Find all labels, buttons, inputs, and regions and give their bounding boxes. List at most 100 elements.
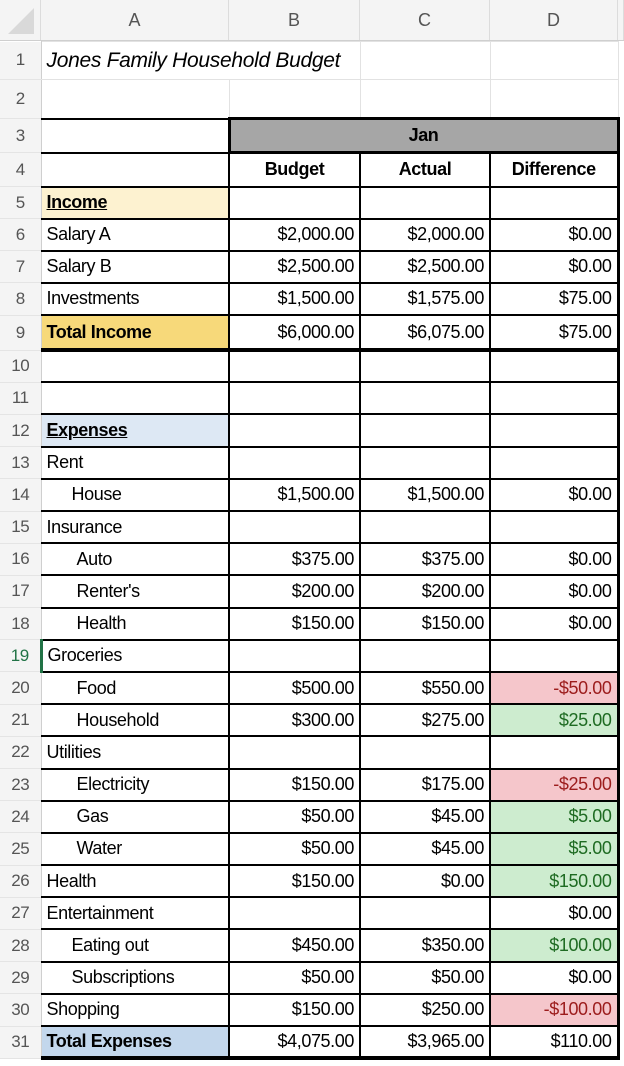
cell-e[interactable]	[616, 800, 624, 833]
budget-value[interactable]: $500.00	[228, 670, 361, 706]
row-header[interactable]: 11	[0, 382, 42, 415]
actual-value[interactable]: $45.00	[359, 831, 491, 867]
category-label[interactable]: Health	[41, 864, 230, 899]
row-header[interactable]: 5	[0, 186, 42, 219]
difference-value[interactable]	[489, 381, 619, 416]
budget-value[interactable]: $150.00	[228, 992, 361, 1028]
row-header[interactable]: 26	[0, 865, 42, 898]
budget-value[interactable]: $50.00	[228, 960, 361, 995]
actual-value[interactable]: $50.00	[359, 960, 491, 995]
row-header[interactable]: 9	[0, 315, 42, 351]
cell-e[interactable]	[616, 414, 624, 447]
cell-e[interactable]	[616, 315, 624, 351]
category-label[interactable]: Investments	[41, 281, 230, 317]
cell-a[interactable]	[41, 117, 230, 154]
row-header[interactable]: 31	[0, 1026, 42, 1059]
budget-value[interactable]	[228, 509, 361, 545]
row-header[interactable]: 22	[0, 736, 42, 770]
row-header[interactable]: 18	[0, 607, 42, 641]
category-label[interactable]: Food	[41, 670, 230, 706]
cell-c[interactable]	[359, 79, 491, 119]
actual-value[interactable]: $0.00	[359, 864, 491, 899]
cell-e[interactable]	[616, 1026, 624, 1059]
actual-value[interactable]: $200.00	[359, 574, 491, 609]
category-label[interactable]	[41, 349, 230, 384]
actual-value[interactable]	[359, 445, 491, 480]
cell-e[interactable]	[616, 607, 624, 640]
difference-value[interactable]: $0.00	[489, 542, 619, 577]
budget-value[interactable]: $2,000.00	[228, 217, 361, 252]
category-label[interactable]: Eating out	[41, 928, 230, 963]
cell-e[interactable]	[616, 543, 624, 576]
difference-value[interactable]: $5.00	[489, 799, 619, 834]
cell-e[interactable]	[616, 639, 624, 672]
row-header[interactable]: 1	[0, 41, 42, 80]
column-title-difference[interactable]: Difference	[489, 151, 619, 188]
actual-value[interactable]: $175.00	[359, 767, 491, 802]
cell-e[interactable]	[616, 186, 624, 219]
category-label[interactable]: Electricity	[41, 767, 230, 802]
category-label[interactable]: Insurance	[41, 509, 230, 545]
cell-e[interactable]	[616, 350, 624, 383]
cell-e[interactable]	[616, 704, 624, 737]
cell-e[interactable]	[616, 478, 624, 511]
row-header[interactable]: 8	[0, 282, 42, 316]
cell-d[interactable]	[489, 79, 619, 119]
cell-e[interactable]	[616, 865, 624, 898]
cell-a[interactable]	[40, 79, 230, 119]
difference-value[interactable]: $0.00	[489, 606, 619, 641]
budget-value[interactable]: $300.00	[228, 703, 361, 738]
category-label[interactable]: Expenses	[41, 413, 230, 448]
column-header-a[interactable]: A	[41, 0, 229, 40]
cell-e[interactable]	[618, 80, 624, 119]
column-header-c[interactable]: C	[360, 0, 490, 40]
budget-value[interactable]	[228, 185, 361, 220]
cell-e[interactable]	[618, 119, 624, 153]
cell-e[interactable]	[616, 736, 624, 769]
difference-value[interactable]: $150.00	[489, 864, 619, 899]
row-header[interactable]: 14	[0, 478, 42, 512]
row-header[interactable]: 10	[0, 350, 42, 383]
cell-d[interactable]	[489, 41, 619, 80]
actual-value[interactable]	[359, 735, 491, 770]
row-header[interactable]: 25	[0, 832, 42, 866]
row-header[interactable]: 2	[0, 79, 42, 119]
budget-value[interactable]	[228, 896, 361, 931]
budget-value[interactable]: $150.00	[228, 606, 361, 641]
budget-value[interactable]	[228, 381, 361, 416]
difference-value[interactable]: $0.00	[489, 249, 619, 284]
difference-value[interactable]	[489, 445, 619, 480]
difference-value[interactable]: $75.00	[489, 281, 619, 317]
budget-value[interactable]	[228, 445, 361, 480]
budget-value[interactable]: $150.00	[228, 767, 361, 802]
difference-value[interactable]: $0.00	[489, 574, 619, 609]
cell-e[interactable]	[616, 511, 624, 544]
row-header[interactable]: 16	[0, 543, 42, 576]
column-title-budget[interactable]: Budget	[228, 151, 361, 188]
difference-value[interactable]: $100.00	[489, 928, 619, 963]
budget-value[interactable]: $6,000.00	[228, 314, 361, 353]
difference-value[interactable]: $75.00	[489, 314, 619, 353]
cell-c[interactable]	[359, 41, 491, 80]
actual-value[interactable]: $3,965.00	[359, 1024, 491, 1061]
actual-value[interactable]: $375.00	[359, 542, 491, 577]
row-header[interactable]: 7	[0, 250, 42, 284]
category-label[interactable]: Total Income	[41, 314, 230, 353]
difference-value[interactable]: -$100.00	[489, 992, 619, 1028]
cell-e[interactable]	[616, 152, 624, 187]
cell-e[interactable]	[616, 575, 624, 608]
row-header[interactable]: 13	[0, 446, 42, 480]
difference-value[interactable]	[489, 735, 619, 770]
row-header[interactable]: 23	[0, 768, 42, 802]
actual-value[interactable]: $250.00	[359, 992, 491, 1028]
category-label[interactable]: Household	[41, 703, 230, 738]
actual-value[interactable]	[359, 349, 491, 384]
column-title-actual[interactable]: Actual	[359, 151, 491, 188]
budget-value[interactable]	[228, 349, 361, 384]
category-label[interactable]: House	[41, 477, 230, 513]
category-label[interactable]: Shopping	[41, 992, 230, 1028]
row-header[interactable]: 17	[0, 575, 42, 609]
difference-value[interactable]	[489, 185, 619, 220]
cell-e[interactable]	[616, 961, 624, 994]
difference-value[interactable]	[489, 349, 619, 384]
